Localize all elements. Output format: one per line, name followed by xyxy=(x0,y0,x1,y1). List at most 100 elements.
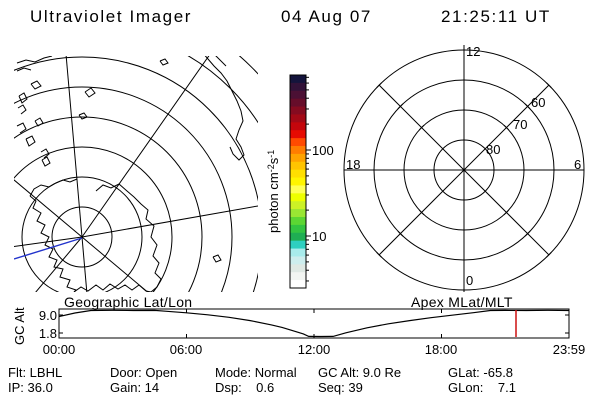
status-glon: GLon: 7.1 xyxy=(448,380,516,395)
map-meridian-line xyxy=(81,56,210,238)
colorbar-axis-label: photon cm-2s-1 xyxy=(266,150,281,233)
colorbar-label-base: photon cm xyxy=(266,172,281,233)
map-latitude-circle xyxy=(14,116,203,292)
coastline-path xyxy=(25,135,36,147)
colorbar-swatch xyxy=(290,75,306,84)
status-ip: IP: 36.0 xyxy=(8,380,53,395)
spoke-tick xyxy=(503,209,510,216)
coastline-path xyxy=(40,148,50,159)
colorbar-swatch xyxy=(290,201,306,210)
colorbar-swatch xyxy=(290,217,306,226)
colorbar-swatch xyxy=(290,193,306,202)
colorbar-swatch xyxy=(290,90,306,100)
status-dsp: Dsp: 0.6 xyxy=(215,380,275,395)
xtick-1200: 12:00 xyxy=(297,342,331,357)
polar-caption: Apex MLat/MLT xyxy=(411,294,513,310)
gc-alt-timeseries xyxy=(58,308,570,339)
mlat-mlt-polar-grid xyxy=(343,45,585,292)
coastline-path xyxy=(16,56,53,64)
geographic-map xyxy=(14,56,258,292)
status-mode: Mode: Normal xyxy=(215,365,297,380)
status-gc-alt: GC Alt: 9.0 Re xyxy=(318,365,402,380)
coastline-path xyxy=(95,183,162,292)
colorbar-swatch xyxy=(290,98,306,108)
map-meridian-line xyxy=(14,236,83,248)
status-glat: GLat: -65.8 xyxy=(448,365,514,380)
status-gain: Gain: 14 xyxy=(110,380,160,395)
colorbar-swatch xyxy=(290,185,306,194)
coastline-path xyxy=(215,56,227,67)
colorbar-swatch xyxy=(290,256,306,265)
mlat-label-70: 70 xyxy=(513,117,528,132)
colorbar-swatch xyxy=(290,224,306,234)
coastline-path xyxy=(17,104,27,115)
colorbar-swatch xyxy=(290,138,306,147)
colorbar-swatch xyxy=(290,248,306,257)
coastline-path xyxy=(73,283,152,292)
spoke-tick xyxy=(418,124,425,131)
mlt-label-12: 12 xyxy=(466,44,481,59)
date-label: 04 Aug 07 xyxy=(281,7,372,26)
status-flt: Flt: LBHL xyxy=(8,365,63,380)
spoke-tick xyxy=(376,82,382,88)
spoke-tick xyxy=(546,82,552,88)
spoke-tick xyxy=(503,124,510,131)
map-meridian-line xyxy=(14,179,83,238)
spoke-tick xyxy=(397,230,404,237)
map-meridian-line xyxy=(35,236,83,292)
colorbar-label-exp2: -1 xyxy=(266,149,276,158)
timeseries-frame xyxy=(58,308,570,339)
coastline-path xyxy=(29,195,77,292)
mlat-label-60: 60 xyxy=(531,95,546,110)
colorbar-swatch xyxy=(290,240,306,250)
spoke-tick xyxy=(397,103,404,110)
colorbar-swatch xyxy=(290,146,306,155)
colorbar-swatch xyxy=(290,161,306,171)
colorbar-swatch xyxy=(290,280,306,289)
spoke-tick xyxy=(546,252,552,258)
colorbar xyxy=(289,74,311,289)
time-label: 21:25:11 UT xyxy=(441,7,551,26)
map-meridian-line xyxy=(81,236,88,292)
coastline-path xyxy=(159,58,169,66)
coastline-path xyxy=(34,117,44,127)
mlat-label-80: 80 xyxy=(486,142,501,157)
map-caption: Geographic Lat/Lon xyxy=(64,294,193,310)
map-meridian-line xyxy=(81,236,149,292)
spoke-tick xyxy=(376,252,382,258)
gc-alt-axis-label: GC Alt xyxy=(12,307,27,345)
ytick-1-8: 1.8 xyxy=(38,326,57,341)
colorbar-swatch xyxy=(290,264,306,273)
map-latitude-circle xyxy=(14,146,173,292)
colorbar-swatch xyxy=(290,272,306,281)
page-title: Ultraviolet Imager xyxy=(30,7,193,26)
colorbar-swatch xyxy=(290,130,306,139)
map-meridian-line xyxy=(81,205,258,238)
colorbar-swatch xyxy=(290,153,306,163)
colorbar-swatch xyxy=(290,114,306,123)
xtick-0000: 00:00 xyxy=(42,342,76,357)
colorbar-tick-10: 10 xyxy=(312,229,327,244)
coastline-path xyxy=(18,92,28,104)
coastline-path xyxy=(204,56,245,161)
xtick-0600: 06:00 xyxy=(169,342,203,357)
map-latitude-circle xyxy=(14,56,258,292)
map-latitude-circle xyxy=(14,86,233,292)
map-latitude-circle xyxy=(51,206,113,268)
colorbar-swatch xyxy=(290,232,306,242)
mlt-label-18: 18 xyxy=(346,157,361,172)
xtick-2359: 23:59 xyxy=(552,342,586,357)
coastline-path xyxy=(212,254,222,263)
status-door: Door: Open xyxy=(110,365,178,380)
colorbar-swatch xyxy=(290,106,306,115)
colorbar-swatch xyxy=(290,177,306,186)
coastline-path xyxy=(16,67,32,72)
coastline-path xyxy=(78,112,88,120)
ytick-9: 9.0 xyxy=(38,308,57,323)
colorbar-swatch xyxy=(290,169,306,179)
map-latitude-circle xyxy=(21,176,143,292)
status-seq: Seq: 39 xyxy=(318,380,363,395)
coastline-path xyxy=(16,122,27,134)
mlt-label-6: 6 xyxy=(574,157,582,172)
